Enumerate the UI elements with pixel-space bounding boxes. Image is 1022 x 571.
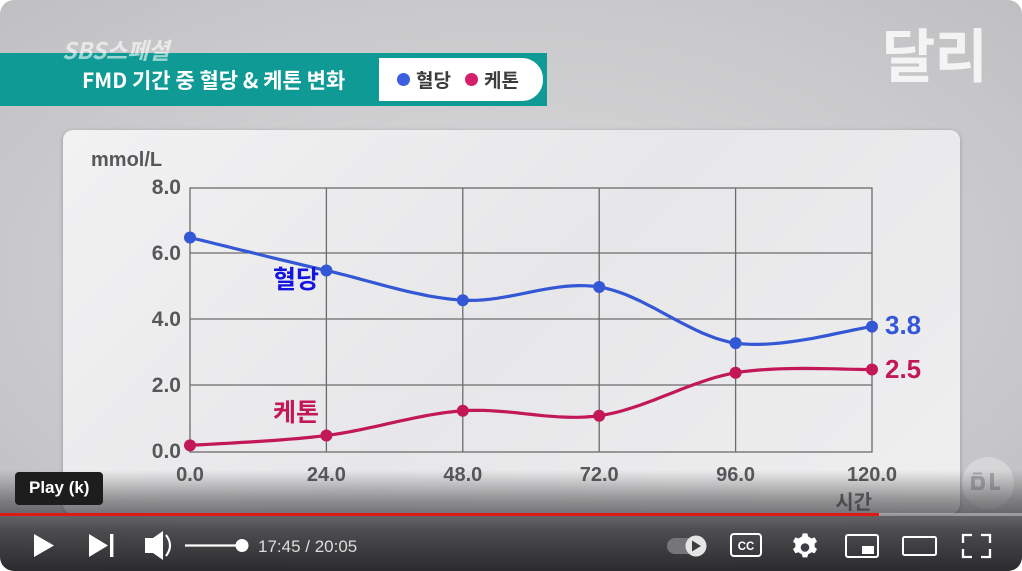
svg-text:2.5: 2.5: [885, 354, 921, 384]
svg-text:6.0: 6.0: [152, 242, 181, 265]
svg-text:2.0: 2.0: [152, 374, 181, 397]
svg-text:mmol/L: mmol/L: [91, 149, 162, 171]
svg-text:3.8: 3.8: [885, 310, 921, 340]
svg-text:4.0: 4.0: [152, 308, 181, 331]
svg-text:혈당: 혈당: [273, 260, 319, 296]
svg-text:케톤: 케톤: [273, 393, 319, 429]
svg-text:8.0: 8.0: [152, 176, 181, 199]
svg-text:0.0: 0.0: [152, 440, 181, 463]
